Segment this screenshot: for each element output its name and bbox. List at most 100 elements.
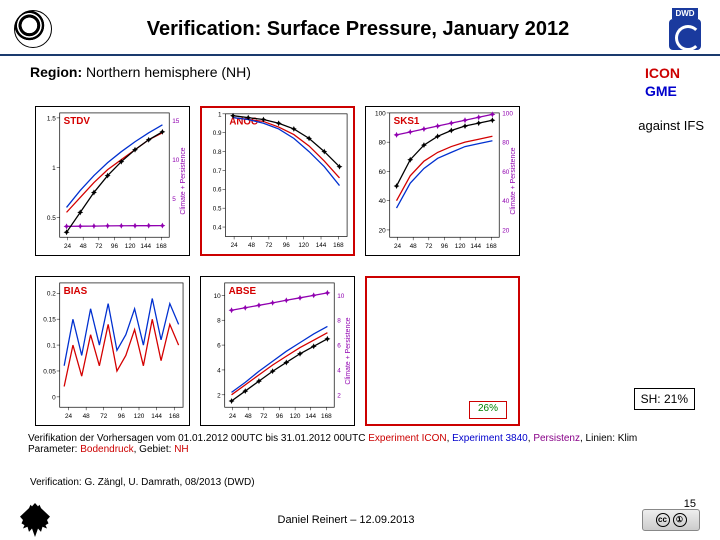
- svg-text:20: 20: [379, 228, 387, 235]
- svg-text:120: 120: [455, 243, 466, 250]
- org-logo-left: [14, 10, 52, 48]
- svg-text:24: 24: [64, 243, 72, 250]
- svg-text:STDV: STDV: [64, 116, 91, 127]
- svg-text:120: 120: [134, 413, 145, 420]
- sh-value-box: SH: 21%: [634, 388, 695, 410]
- svg-text:144: 144: [470, 243, 481, 250]
- svg-text:4: 4: [217, 368, 221, 375]
- svg-text:8: 8: [217, 318, 221, 325]
- svg-text:10: 10: [172, 157, 180, 164]
- svg-text:2: 2: [337, 393, 341, 400]
- svg-text:24: 24: [231, 243, 239, 250]
- svg-text:72: 72: [100, 413, 108, 420]
- page-title: Verification: Surface Pressure, January …: [52, 18, 664, 41]
- svg-text:96: 96: [283, 243, 291, 250]
- eagle-icon: [20, 503, 50, 537]
- svg-text:72: 72: [260, 413, 268, 420]
- svg-text:0.2: 0.2: [47, 291, 56, 298]
- svg-text:120: 120: [298, 243, 309, 250]
- svg-text:80: 80: [502, 140, 510, 147]
- svg-text:168: 168: [333, 243, 344, 250]
- svg-text:96: 96: [111, 243, 119, 250]
- svg-text:168: 168: [169, 413, 180, 420]
- svg-text:20: 20: [502, 228, 510, 235]
- svg-text:96: 96: [441, 243, 449, 250]
- svg-text:Climate + Persistence: Climate + Persistence: [345, 318, 352, 385]
- page-number: 15: [684, 498, 696, 510]
- region-value: Northern hemisphere (NH): [86, 64, 251, 80]
- cc-by-icon: cc①: [642, 509, 700, 531]
- svg-text:0.5: 0.5: [213, 206, 222, 213]
- svg-text:144: 144: [140, 243, 151, 250]
- svg-text:BIAS: BIAS: [64, 286, 88, 297]
- svg-text:0.8: 0.8: [213, 149, 222, 156]
- svg-text:0.05: 0.05: [43, 369, 56, 376]
- svg-text:10: 10: [337, 293, 345, 300]
- svg-text:0.9: 0.9: [213, 131, 222, 138]
- panel-stdv: STDVClimate + Persistence244872961201441…: [35, 106, 190, 256]
- subheader: Region: Northern hemisphere (NH) ICON GM…: [0, 56, 720, 102]
- svg-text:1: 1: [52, 165, 56, 172]
- legend-icon: ICON: [645, 64, 680, 82]
- svg-text:24: 24: [394, 243, 402, 250]
- svg-text:24: 24: [229, 413, 237, 420]
- svg-text:48: 48: [83, 413, 91, 420]
- panel-anoc: ANOC244872961201441680.40.50.60.70.80.91: [200, 106, 355, 256]
- svg-text:15: 15: [172, 119, 180, 126]
- svg-text:10: 10: [214, 293, 222, 300]
- svg-text:0.15: 0.15: [43, 317, 56, 324]
- svg-text:100: 100: [375, 111, 386, 118]
- svg-text:0.6: 0.6: [213, 187, 222, 194]
- dwd-text: DWD: [672, 8, 697, 19]
- svg-text:60: 60: [379, 169, 387, 176]
- panel-abse: ABSEClimate + Persistence244872961201441…: [200, 276, 355, 426]
- svg-text:144: 144: [316, 243, 327, 250]
- svg-text:40: 40: [502, 199, 510, 206]
- figure-caption: Verifikation der Vorhersagen vom 01.01.2…: [28, 433, 637, 455]
- svg-text:1: 1: [218, 112, 222, 119]
- svg-text:0: 0: [52, 395, 56, 402]
- svg-text:48: 48: [245, 413, 253, 420]
- svg-text:SKS1: SKS1: [394, 116, 420, 127]
- svg-text:8: 8: [337, 318, 341, 325]
- svg-text:72: 72: [425, 243, 433, 250]
- svg-text:168: 168: [486, 243, 497, 250]
- footer: Daniel Reinert – 12.09.2013 cc①: [0, 500, 720, 540]
- svg-text:0.1: 0.1: [47, 343, 56, 350]
- svg-text:60: 60: [502, 169, 510, 176]
- svg-text:144: 144: [151, 413, 162, 420]
- svg-text:144: 144: [305, 413, 316, 420]
- svg-text:24: 24: [65, 413, 73, 420]
- svg-text:96: 96: [276, 413, 284, 420]
- svg-text:Climate + Persistence: Climate + Persistence: [510, 148, 517, 215]
- svg-text:120: 120: [290, 413, 301, 420]
- svg-text:48: 48: [248, 243, 256, 250]
- dwd-swirl-icon: [669, 19, 701, 50]
- region-label: Region:: [30, 64, 82, 80]
- chart-grid: STDVClimate + Persistence244872961201441…: [20, 106, 700, 446]
- series-legend: ICON GME: [645, 64, 680, 100]
- svg-text:72: 72: [265, 243, 273, 250]
- svg-text:2: 2: [217, 393, 221, 400]
- svg-text:0.4: 0.4: [213, 225, 222, 232]
- svg-text:6: 6: [217, 343, 221, 350]
- footer-text: Daniel Reinert – 12.09.2013: [50, 514, 642, 526]
- svg-text:5: 5: [172, 196, 176, 203]
- svg-text:168: 168: [156, 243, 167, 250]
- svg-text:72: 72: [95, 243, 103, 250]
- svg-text:40: 40: [379, 199, 387, 206]
- rmse-value-box: 26%: [470, 402, 506, 418]
- panel-bias: BIAS2448729612014416800.050.10.150.2: [35, 276, 190, 426]
- svg-text:120: 120: [125, 243, 136, 250]
- svg-text:6: 6: [337, 343, 341, 350]
- svg-text:48: 48: [80, 243, 88, 250]
- legend-gme: GME: [645, 82, 680, 100]
- svg-text:ABSE: ABSE: [229, 286, 257, 297]
- dwd-logo: DWD: [664, 8, 706, 50]
- svg-text:0.5: 0.5: [47, 215, 56, 222]
- svg-text:1.5: 1.5: [47, 116, 56, 123]
- verification-credit: Verification: G. Zängl, U. Damrath, 08/2…: [30, 477, 255, 488]
- svg-text:100: 100: [502, 111, 513, 118]
- svg-text:4: 4: [337, 368, 341, 375]
- svg-text:48: 48: [410, 243, 418, 250]
